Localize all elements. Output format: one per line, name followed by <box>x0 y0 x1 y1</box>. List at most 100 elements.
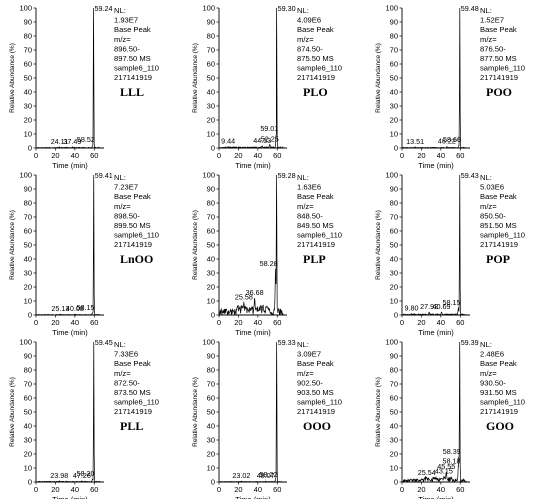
y-tick-label: 10 <box>390 297 398 306</box>
peak-label: 59.30 <box>278 4 296 13</box>
peak-label: 9.80 <box>405 304 419 313</box>
chromatogram-trace <box>402 341 470 484</box>
chromatogram-trace <box>219 174 287 316</box>
x-tick-label: 40 <box>437 151 445 160</box>
y-axis-label: Relative Abundance (%) <box>375 43 382 113</box>
peak-label: 58.22 <box>260 470 278 479</box>
x-tick-label: 20 <box>234 485 242 494</box>
y-tick-label: 60 <box>24 227 32 236</box>
y-tick-label: 70 <box>207 380 215 389</box>
y-tick-label: 10 <box>24 297 32 306</box>
y-tick-label: 90 <box>390 18 398 27</box>
y-tick-label: 90 <box>207 18 215 27</box>
info-line: m/z= <box>297 202 314 211</box>
info-line: NL: <box>114 173 126 182</box>
y-tick-label: 40 <box>207 255 215 264</box>
info-line: 217141919 <box>297 240 335 249</box>
y-tick-label: 40 <box>24 255 32 264</box>
y-tick-label: 40 <box>390 255 398 264</box>
peak-label: 58.15 <box>76 303 94 312</box>
info-line: 5.03E6 <box>480 183 504 192</box>
info-line: 897.50 MS <box>114 54 151 63</box>
y-tick-label: 80 <box>207 32 215 41</box>
y-tick-label: 30 <box>24 269 32 278</box>
y-tick-label: 50 <box>390 408 398 417</box>
y-tick-label: 20 <box>207 116 215 125</box>
peak-label: 37.49 <box>63 137 81 146</box>
y-tick-label: 90 <box>24 185 32 194</box>
x-axis-label: Time (min) <box>418 495 454 499</box>
y-tick-label: 100 <box>19 171 32 180</box>
x-tick-label: 60 <box>273 151 281 160</box>
x-tick-label: 0 <box>217 485 221 494</box>
y-tick-label: 70 <box>24 380 32 389</box>
peak-label: 23.02 <box>232 471 250 480</box>
y-tick-label: 30 <box>390 269 398 278</box>
peak-label: 40.69 <box>433 302 451 311</box>
y-tick-label: 80 <box>24 32 32 41</box>
y-tick-label: 70 <box>390 380 398 389</box>
info-line: 851.50 MS <box>480 221 517 230</box>
y-tick-label: 60 <box>390 394 398 403</box>
y-tick-label: 60 <box>390 60 398 69</box>
x-tick-label: 60 <box>273 318 281 327</box>
y-tick-label: 20 <box>24 450 32 459</box>
y-tick-label: 80 <box>390 199 398 208</box>
compound-name: PLL <box>120 419 143 433</box>
info-line: 7.33E6 <box>114 350 138 359</box>
x-tick-label: 60 <box>456 485 464 494</box>
info-line: 1.52E7 <box>480 16 504 25</box>
info-line: NL: <box>480 173 492 182</box>
peak-label: 48.07 <box>257 471 275 480</box>
chromatogram-trace <box>402 7 470 149</box>
info-line: Base Peak <box>297 25 334 34</box>
info-line: 850.50- <box>480 211 506 220</box>
x-tick-label: 60 <box>90 318 98 327</box>
info-line: m/z= <box>480 35 497 44</box>
info-line: Base Peak <box>114 359 151 368</box>
peak-label: 47.26 <box>73 471 91 480</box>
y-tick-label: 30 <box>390 102 398 111</box>
x-tick-label: 20 <box>234 318 242 327</box>
info-line: 217141919 <box>297 73 335 82</box>
info-line: 7.23E7 <box>114 183 138 192</box>
x-tick-label: 60 <box>90 485 98 494</box>
info-line: 874.50- <box>297 44 323 53</box>
compound-name: OOO <box>303 419 331 433</box>
y-tick-label: 0 <box>211 144 215 153</box>
x-tick-label: 0 <box>217 151 221 160</box>
x-tick-label: 60 <box>273 485 281 494</box>
peak-label: 40.08 <box>66 304 84 313</box>
y-tick-label: 10 <box>207 297 215 306</box>
info-line: 1.93E7 <box>114 16 138 25</box>
x-tick-label: 40 <box>71 485 79 494</box>
y-tick-label: 60 <box>207 227 215 236</box>
x-tick-label: 0 <box>34 318 38 327</box>
info-line: 899.50 MS <box>114 221 151 230</box>
peak-label: 25.58 <box>235 292 253 301</box>
peak-label: 45.55 <box>437 462 455 471</box>
x-tick-label: 40 <box>437 318 445 327</box>
info-line: m/z= <box>114 35 131 44</box>
y-tick-label: 10 <box>24 130 32 139</box>
compound-name: LnOO <box>120 252 153 266</box>
y-axis-label: Relative Abundance (%) <box>375 210 382 280</box>
y-tick-label: 90 <box>24 18 32 27</box>
info-line: NL: <box>480 340 492 349</box>
x-axis-label: Time (min) <box>235 328 271 337</box>
info-line: 873.50 MS <box>114 388 151 397</box>
y-tick-label: 60 <box>24 394 32 403</box>
peak-label: 59.45 <box>95 338 113 347</box>
info-line: 872.50- <box>114 378 140 387</box>
y-tick-label: 20 <box>24 283 32 292</box>
chromatogram-trace <box>219 7 287 149</box>
y-tick-label: 20 <box>24 116 32 125</box>
peak-label: 59.01 <box>260 124 278 133</box>
peak-label: 58.15 <box>442 298 460 307</box>
info-line: 898.50- <box>114 211 140 220</box>
